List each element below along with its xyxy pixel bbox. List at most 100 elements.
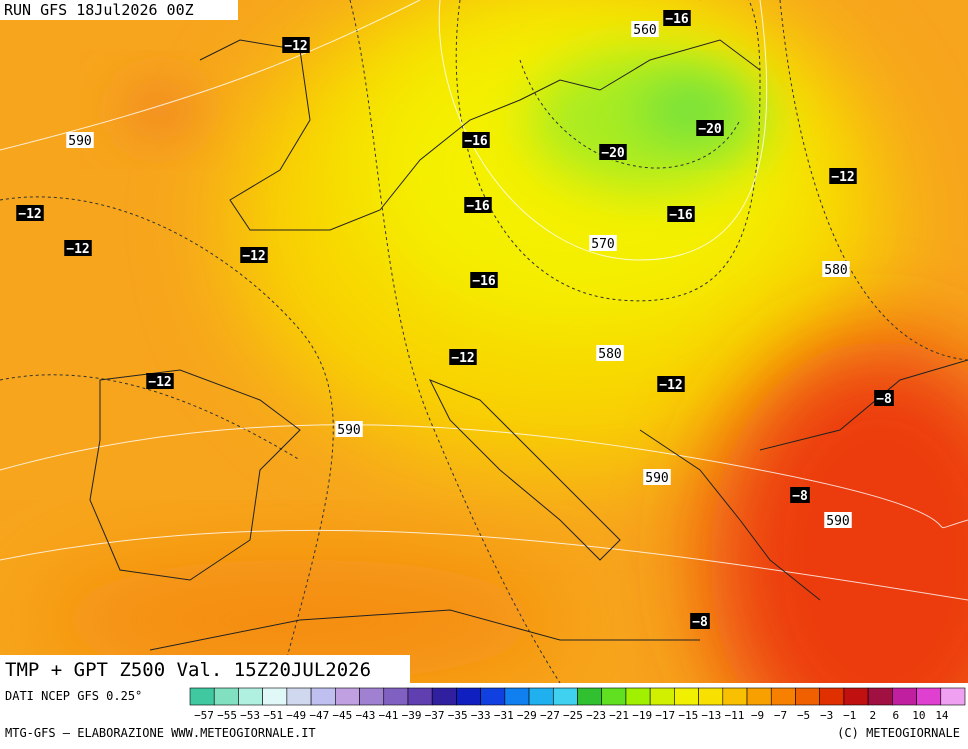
colorbar-label: −35 bbox=[448, 709, 468, 722]
credit-label: MTG-GFS — ELABORAZIONE WWW.METEOGIORNALE… bbox=[5, 726, 316, 740]
isotherm-label: −20 bbox=[698, 122, 722, 137]
colorbar-swatch bbox=[577, 687, 603, 706]
isotherm-label: −12 bbox=[242, 249, 265, 264]
isotherm-label-box bbox=[790, 487, 810, 503]
colorbar-label: −31 bbox=[494, 709, 514, 722]
height-label: 590 bbox=[68, 134, 91, 149]
isotherm-label-box bbox=[146, 373, 174, 389]
colorbar-swatch bbox=[601, 687, 627, 706]
colorbar-swatch bbox=[940, 687, 966, 706]
height-label-box bbox=[643, 469, 671, 485]
isotherm-label-box bbox=[16, 205, 44, 221]
colorbar-swatch bbox=[480, 687, 506, 706]
colorbar-label: −1 bbox=[843, 709, 856, 722]
colorbar-label: −9 bbox=[751, 709, 764, 722]
height-label: 580 bbox=[598, 347, 621, 362]
colorbar-swatch bbox=[674, 687, 699, 706]
colorbar-label: −5 bbox=[797, 709, 810, 722]
isotherm-label: −12 bbox=[148, 375, 171, 390]
colorbar-label: −53 bbox=[240, 709, 260, 722]
isotherm-label: −12 bbox=[66, 242, 89, 257]
map-title: TMP + GPT Z500 Val. 15Z20JUL2026 bbox=[5, 659, 371, 681]
colorbar-swatch bbox=[383, 687, 409, 706]
height-label: 570 bbox=[591, 237, 614, 252]
colorbar-swatch bbox=[407, 687, 433, 706]
colorbar-swatch bbox=[310, 687, 336, 706]
colorbar-label: −15 bbox=[678, 709, 698, 722]
height-label-box bbox=[822, 261, 850, 277]
colorbar-label: −57 bbox=[194, 709, 214, 722]
colorbar-label: −37 bbox=[425, 709, 445, 722]
colorbar-swatch bbox=[213, 687, 239, 706]
isotherm-label: −12 bbox=[284, 39, 307, 54]
colorbar-label: −29 bbox=[517, 709, 537, 722]
colorbar-swatch bbox=[843, 687, 869, 706]
height-label: 590 bbox=[337, 423, 360, 438]
colorbar-label: 6 bbox=[893, 709, 900, 722]
isotherm-label-box bbox=[464, 197, 492, 213]
colorbar-swatch bbox=[625, 687, 651, 706]
colorbar-swatch bbox=[189, 687, 215, 706]
isotherm-label-box bbox=[462, 132, 490, 148]
isotherm-label: −12 bbox=[451, 351, 474, 366]
isotherm-label: −16 bbox=[472, 274, 496, 289]
height-label-box bbox=[631, 21, 659, 37]
height-label: 560 bbox=[633, 23, 656, 38]
colorbar-swatch bbox=[746, 687, 772, 706]
colorbar-swatch bbox=[892, 687, 917, 706]
height-label-box bbox=[824, 512, 852, 528]
title-box bbox=[0, 655, 410, 683]
isotherm-label: −12 bbox=[18, 207, 41, 222]
isotherm-label-box bbox=[599, 144, 627, 160]
isotherm-label: −12 bbox=[659, 378, 682, 393]
colorbar-label: −49 bbox=[286, 709, 306, 722]
isotherm-label: −8 bbox=[792, 489, 808, 504]
colorbar-swatch bbox=[819, 687, 845, 706]
colorbar-swatch bbox=[770, 687, 796, 706]
colorbar-swatch bbox=[649, 687, 675, 706]
isotherm-label-box bbox=[667, 206, 695, 222]
isotherm-label: −12 bbox=[831, 170, 854, 185]
colorbar-label: −45 bbox=[332, 709, 352, 722]
colorbar-swatch bbox=[431, 687, 457, 706]
colorbar-label: 10 bbox=[912, 709, 925, 722]
colorbar-label: −39 bbox=[402, 709, 422, 722]
isotherm-label-box bbox=[829, 168, 857, 184]
colorbar-label: −7 bbox=[774, 709, 787, 722]
colorbar-label: −47 bbox=[309, 709, 329, 722]
isotherm-label: −20 bbox=[601, 146, 625, 161]
colorbar-label: 14 bbox=[935, 709, 949, 722]
colorbar-label: 2 bbox=[869, 709, 876, 722]
height-label-box bbox=[335, 421, 363, 437]
run-label: RUN GFS 18Jul2026 00Z bbox=[4, 1, 194, 19]
colorbar-label: −51 bbox=[263, 709, 283, 722]
colorbar-swatch bbox=[528, 687, 554, 706]
height-label-box bbox=[596, 345, 624, 361]
isotherm-label: −16 bbox=[669, 208, 693, 223]
isotherm-label-box bbox=[64, 240, 92, 256]
colorbar-label: −11 bbox=[724, 709, 744, 722]
isotherm-label-box bbox=[690, 613, 710, 629]
isotherm-label: −8 bbox=[876, 392, 892, 407]
run-box bbox=[0, 0, 238, 20]
colorbar-label: −55 bbox=[217, 709, 237, 722]
height-label: 580 bbox=[824, 263, 847, 278]
isotherm-label-box bbox=[663, 10, 691, 26]
isotherm-label: −16 bbox=[665, 12, 689, 27]
colorbar-label: −27 bbox=[540, 709, 560, 722]
isotherm-label-box bbox=[240, 247, 268, 263]
colorbar-label: −3 bbox=[820, 709, 833, 722]
colorbar-label: −25 bbox=[563, 709, 583, 722]
isotherm-label-box bbox=[449, 349, 477, 365]
isotherm-label-box bbox=[874, 390, 894, 406]
colorbar-swatch bbox=[456, 687, 481, 706]
isotherm-label-box bbox=[470, 272, 498, 288]
isotherm-label-box bbox=[696, 120, 724, 136]
isotherm-label: −8 bbox=[692, 615, 708, 630]
colorbar-swatch bbox=[262, 687, 288, 706]
colorbar-swatch bbox=[286, 687, 312, 706]
colorbar-label: −43 bbox=[355, 709, 375, 722]
